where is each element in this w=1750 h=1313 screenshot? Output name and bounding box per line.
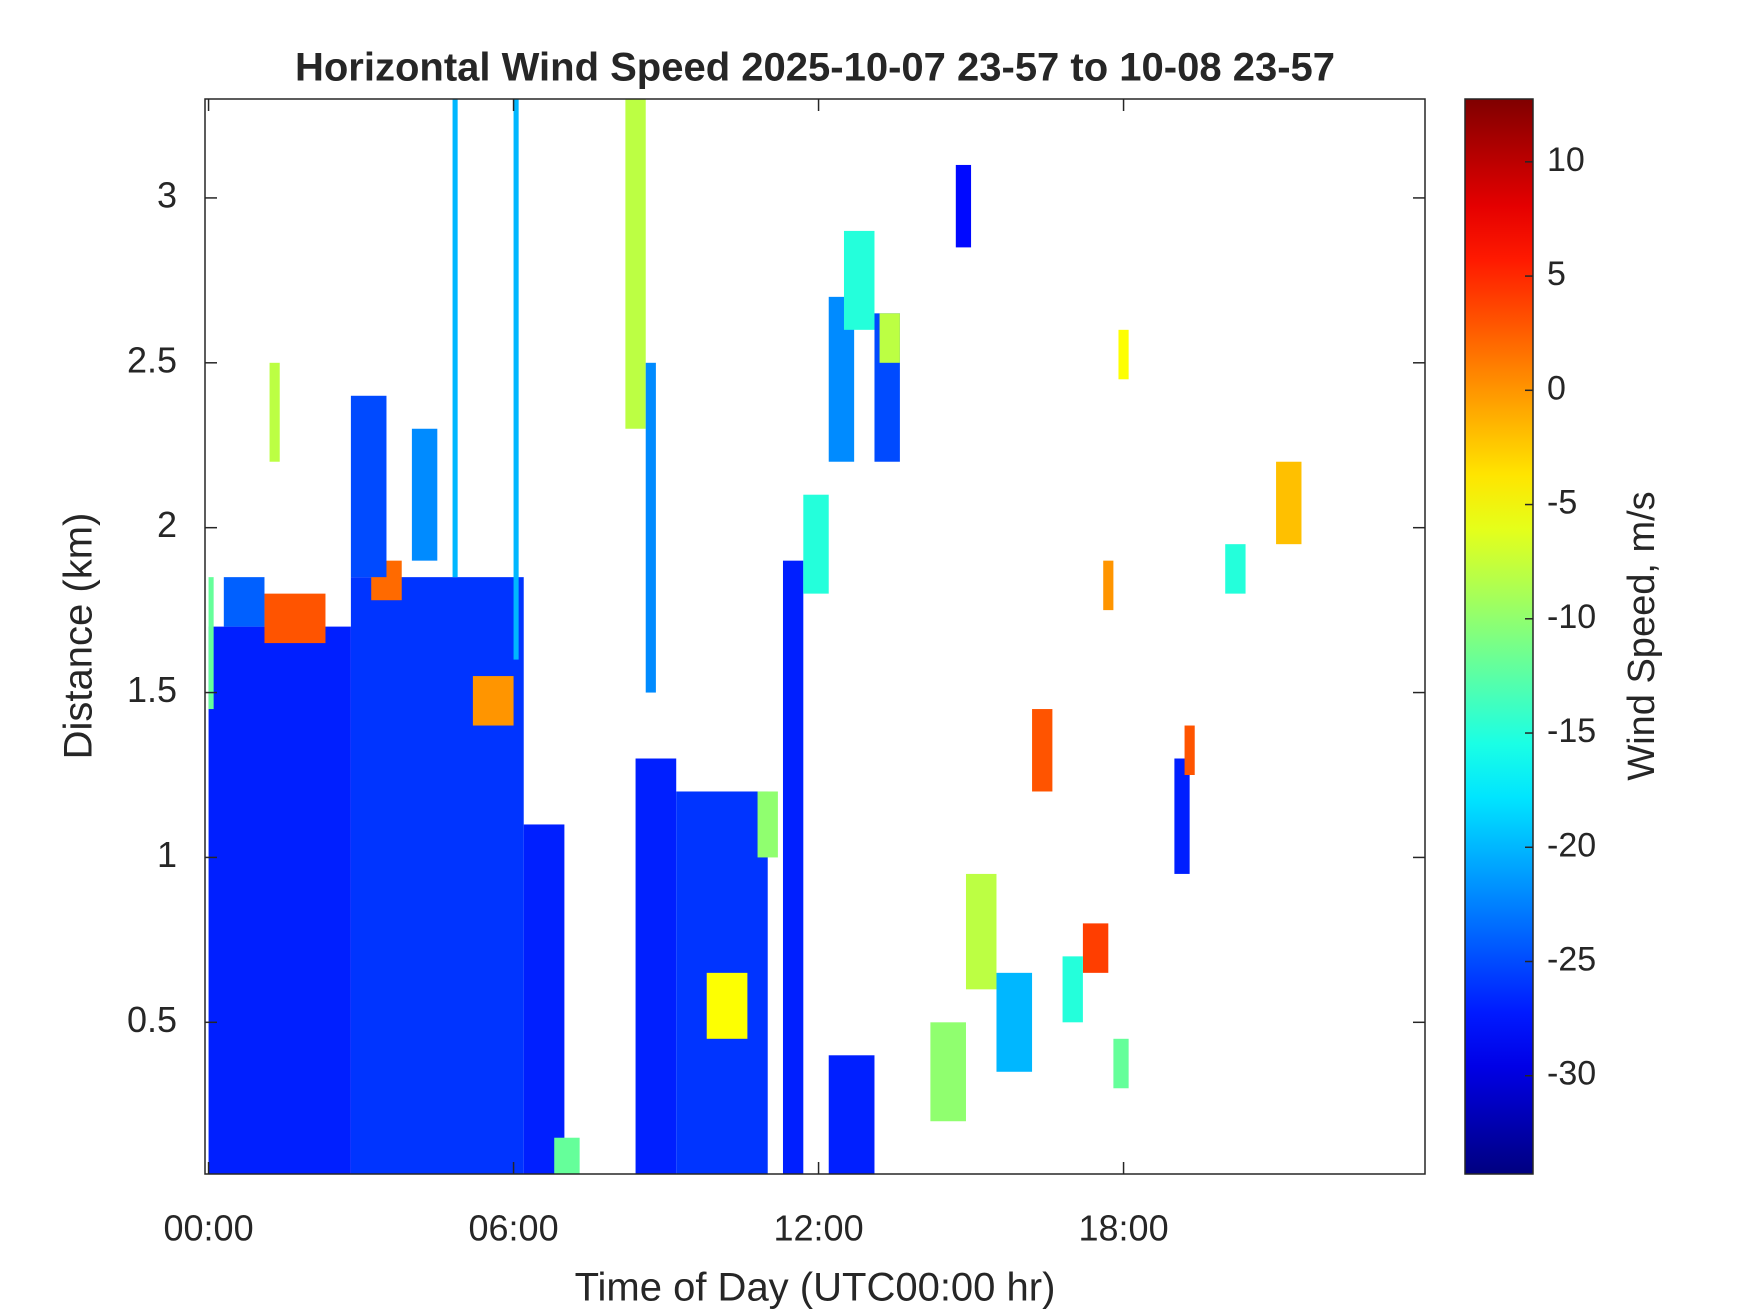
heatmap-cell bbox=[223, 577, 265, 627]
heatmap-cell bbox=[1062, 956, 1083, 1023]
heatmap-cell bbox=[955, 164, 972, 248]
colorbar-tick-label: -25 bbox=[1547, 940, 1596, 978]
colorbar-tick-label: 10 bbox=[1547, 141, 1585, 179]
heatmap bbox=[208, 99, 1302, 1174]
heatmap-cell bbox=[1113, 1038, 1129, 1089]
y-axis-label: Distance (km) bbox=[57, 513, 101, 760]
heatmap-cell bbox=[757, 791, 778, 858]
heatmap-cell bbox=[828, 1055, 875, 1174]
colorbar-tick-label: -10 bbox=[1547, 598, 1596, 636]
colorbar-tick-label: -5 bbox=[1547, 484, 1577, 522]
heatmap-cell bbox=[264, 593, 326, 644]
heatmap-cell bbox=[1103, 560, 1114, 611]
heatmap-cell bbox=[782, 560, 804, 1174]
x-tick-label: 18:00 bbox=[1079, 1208, 1169, 1249]
heatmap-cell bbox=[472, 676, 514, 726]
chart-title: Horizontal Wind Speed 2025-10-07 23-57 t… bbox=[295, 46, 1335, 90]
colorbar bbox=[1464, 98, 1534, 1175]
heatmap-cell bbox=[996, 972, 1033, 1072]
heatmap-cell bbox=[208, 626, 351, 1174]
y-tick-label: 2 bbox=[157, 504, 177, 545]
heatmap-cell bbox=[965, 873, 997, 990]
heatmap-cell bbox=[706, 972, 748, 1039]
heatmap-cell bbox=[411, 428, 438, 561]
heatmap-cell bbox=[803, 494, 829, 594]
heatmap-cell bbox=[269, 362, 280, 462]
colorbar-tick-label: -15 bbox=[1547, 712, 1596, 750]
heatmap-cell bbox=[554, 1137, 580, 1174]
y-tick-label: 1.5 bbox=[127, 669, 177, 710]
heatmap-cell bbox=[1276, 461, 1302, 545]
x-axis-label: Time of Day (UTC00:00 hr) bbox=[575, 1266, 1056, 1310]
heatmap-cell bbox=[1225, 544, 1246, 594]
heatmap-cell bbox=[843, 230, 875, 330]
heatmap-cell bbox=[930, 1022, 966, 1122]
x-tick-label: 06:00 bbox=[469, 1208, 559, 1249]
heatmap-cell bbox=[625, 99, 646, 429]
heatmap-cell bbox=[350, 395, 387, 578]
y-tick-label: 1 bbox=[157, 834, 177, 875]
heatmap-cell bbox=[513, 99, 519, 660]
heatmap-cell bbox=[879, 313, 900, 363]
heatmap-cell bbox=[635, 758, 677, 1174]
y-tick-label: 3 bbox=[157, 174, 177, 215]
x-tick-label: 12:00 bbox=[774, 1208, 864, 1249]
colorbar-label: Wind Speed, m/s bbox=[1621, 491, 1663, 780]
y-tick-label: 2.5 bbox=[127, 339, 177, 380]
colorbar-tick-label: 0 bbox=[1547, 369, 1566, 407]
colorbar-tick-label: -20 bbox=[1547, 826, 1596, 864]
heatmap-cell bbox=[1184, 725, 1195, 775]
heatmap-cell bbox=[350, 577, 524, 1174]
heatmap-cell bbox=[1032, 709, 1053, 792]
heatmap-cell bbox=[208, 577, 214, 710]
plot-frame bbox=[204, 98, 1426, 1175]
heatmap-cell bbox=[1082, 923, 1109, 973]
colorbar-tick-label: 5 bbox=[1547, 255, 1566, 293]
heatmap-cell bbox=[523, 824, 565, 1174]
y-tick-label: 0.5 bbox=[127, 999, 177, 1040]
heatmap-cell bbox=[452, 99, 458, 578]
heatmap-cell bbox=[645, 362, 656, 693]
heatmap-cell bbox=[1118, 329, 1129, 380]
colorbar-tick-label: -30 bbox=[1547, 1055, 1596, 1093]
x-tick-label: 00:00 bbox=[164, 1208, 254, 1249]
heatmap-cell bbox=[1174, 758, 1190, 874]
